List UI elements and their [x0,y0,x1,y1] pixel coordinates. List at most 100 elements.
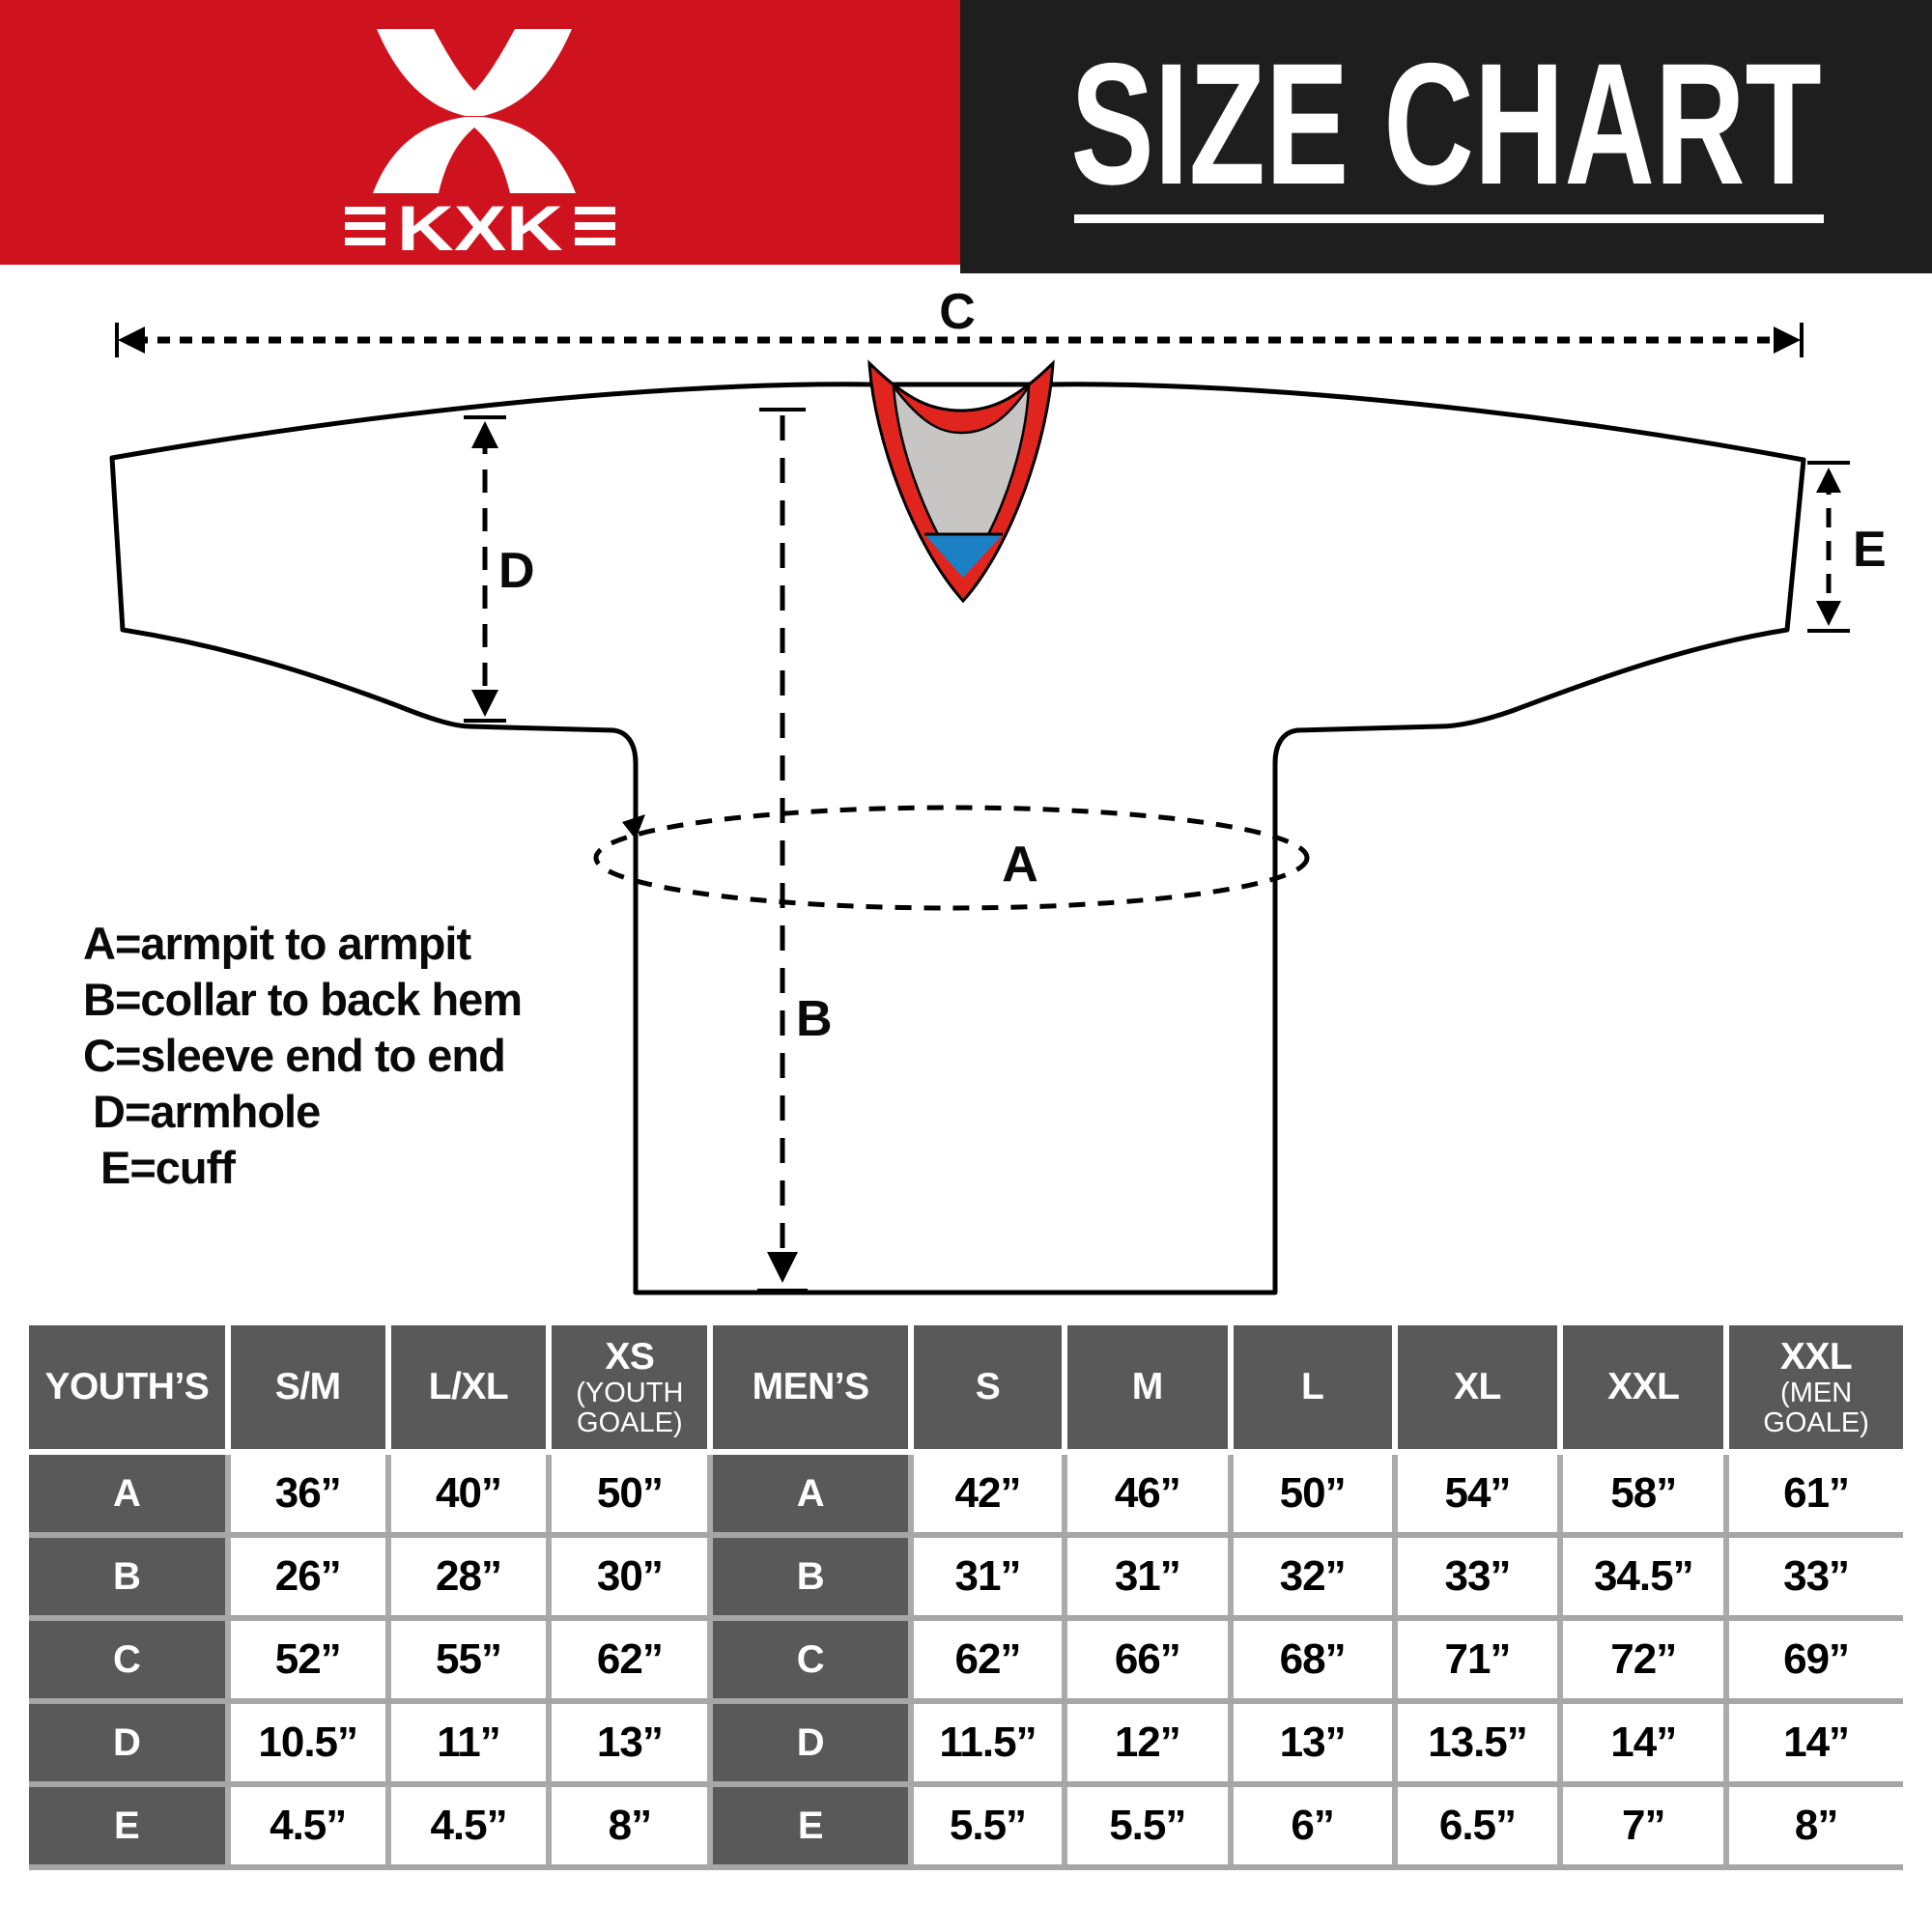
arrow-down-icon [767,1252,798,1283]
label-c: C [939,284,976,340]
table-cell: 4.5” [390,1787,547,1864]
row-label: B [713,1538,909,1615]
table-cell: 58” [1563,1455,1724,1532]
legend-line-a: A=armpit to armpit [83,918,471,969]
label-e: E [1853,522,1887,578]
brand-header: KXK [0,0,960,265]
legend-line-e: E=cuff [100,1142,236,1193]
kxk-x-icon [373,29,576,193]
table-cell: 46” [1066,1455,1228,1532]
header-separator [29,1449,1903,1455]
arrow-left-icon [118,327,145,354]
table-cell: 28” [390,1538,547,1615]
table-cell: 7” [1563,1787,1724,1864]
logo-right-bars-icon [575,207,615,245]
measure-c: C [115,284,1804,357]
row-label: E [713,1787,909,1864]
row-separator [29,1781,1903,1787]
arrow-icon [622,814,645,839]
collar-inner-gray [892,382,1031,578]
row-label: B [29,1538,225,1615]
table-cell: 11.5” [914,1704,1062,1781]
table-row: C 52” 55” 62” C 62” 66” 68” 71” 72” 69” [29,1621,1903,1698]
table-cell: 72” [1563,1621,1724,1698]
column-header: MEN’S [713,1325,909,1449]
measurement-legend: A=armpit to armpit B=collar to back hem … [83,916,523,1196]
column-header: L [1233,1325,1392,1449]
table-cell: 8” [552,1787,708,1864]
table-cell: 4.5” [230,1787,385,1864]
table-row: B 26” 28” 30” B 31” 31” 32” 33” 34.5” 33… [29,1538,1903,1615]
kxk-logo: KXK [345,29,615,264]
table-cell: 50” [1233,1455,1392,1532]
table-cell: 71” [1397,1621,1558,1698]
row-label: A [713,1455,909,1532]
table-cell: 33” [1729,1538,1903,1615]
row-label: C [29,1621,225,1698]
table-row: A 36” 40” 50” A 42” 46” 50” 54” 58” 61” [29,1455,1903,1532]
label-d: D [498,543,535,599]
table-cell: 54” [1397,1455,1558,1532]
row-label: E [29,1787,225,1864]
table-cell: 13” [1233,1704,1392,1781]
title-banner: SIZE CHART [960,0,1932,273]
table-cell: 68” [1233,1621,1392,1698]
measure-b: B [757,408,833,1293]
column-header: L/XL [390,1325,547,1449]
table-cell: 52” [230,1621,385,1698]
table-cell: 33” [1397,1538,1558,1615]
table-cell: 36” [230,1455,385,1532]
arrow-up-icon [471,421,498,448]
table-cell: 13.5” [1397,1704,1558,1781]
table-cell: 26” [230,1538,385,1615]
table-cell: 10.5” [230,1704,385,1781]
column-header: XS (YOUTH GOALE) [552,1325,708,1449]
row-label: D [29,1704,225,1781]
table-cell: 62” [552,1621,708,1698]
column-header: M [1066,1325,1228,1449]
table-cell: 14” [1563,1704,1724,1781]
row-separator [29,1698,1903,1704]
table-cell: 62” [914,1621,1062,1698]
measure-d: D [464,415,535,723]
table-cell: 5.5” [914,1787,1062,1864]
column-header: XL [1397,1325,1558,1449]
label-b: B [796,991,833,1047]
table-cell: 50” [552,1455,708,1532]
table-cell: 6.5” [1397,1787,1558,1864]
table-cell: 8” [1729,1787,1903,1864]
table-cell: 13” [552,1704,708,1781]
arrow-right-icon [1774,327,1801,354]
column-header: XXL [1563,1325,1724,1449]
legend-line-c: C=sleeve end to end [83,1030,506,1081]
table-cell: 34.5” [1563,1538,1724,1615]
table-cell: 55” [390,1621,547,1698]
table-cell: 6” [1233,1787,1392,1864]
arrow-down-icon [471,690,498,717]
label-a: A [1002,837,1038,893]
table-cell: 30” [552,1538,708,1615]
jersey-outline [109,382,1806,1295]
row-label: A [29,1455,225,1532]
table-row: E 4.5” 4.5” 8” E 5.5” 5.5” 6” 6.5” 7” 8” [29,1787,1903,1864]
table-header-row: YOUTH’S S/M L/XL XS (YOUTH GOALE) MEN’S S… [29,1325,1903,1449]
column-header: XXL (MEN GOALE) [1729,1325,1903,1449]
table-cell: 69” [1729,1621,1903,1698]
collar-blue-insert [924,534,1003,578]
row-separator [29,1615,1903,1621]
jersey-measurement-diagram: C D E A [109,284,1887,1295]
table-cell: 40” [390,1455,547,1532]
measure-a: A [593,805,1310,911]
collar [867,359,1055,604]
legend-line-b: B=collar to back hem [83,974,523,1025]
title-svg: SIZE CHART [1070,28,1824,223]
brand-text: KXK [397,192,563,264]
size-table: YOUTH’S S/M L/XL XS (YOUTH GOALE) MEN’S S… [29,1325,1903,1870]
table-cell: 66” [1066,1621,1228,1698]
table-cell: 12” [1066,1704,1228,1781]
logo-left-bars-icon [345,207,385,245]
table-cell: 5.5” [1066,1787,1228,1864]
row-separator [29,1532,1903,1538]
table-cell: 11” [390,1704,547,1781]
